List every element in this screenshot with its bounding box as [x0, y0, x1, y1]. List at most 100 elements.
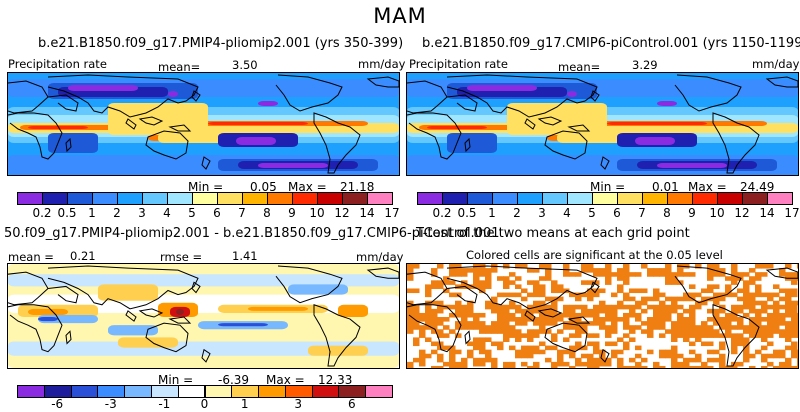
significant-cell [545, 308, 552, 314]
significant-cell [455, 304, 462, 310]
significant-cell [761, 317, 768, 322]
significant-cell [659, 317, 666, 322]
significant-cell [527, 268, 534, 273]
significant-cell [743, 349, 750, 355]
significant-cell [593, 317, 600, 322]
significant-cell [635, 317, 642, 322]
colorbar-tick-label: 8 [263, 206, 271, 220]
significant-cell [521, 361, 528, 367]
significant-cell [791, 333, 798, 338]
significant-cell [497, 341, 504, 347]
significant-cell [617, 304, 624, 310]
significant-cell [635, 300, 642, 306]
significant-cell [491, 304, 498, 310]
significant-cell [623, 325, 630, 330]
significant-cell [437, 304, 444, 310]
significant-cell [479, 357, 486, 363]
significant-cell [599, 288, 606, 294]
significant-cell [641, 296, 648, 302]
significant-cell [545, 304, 552, 310]
significant-cell [515, 329, 522, 334]
significant-cell [551, 365, 558, 368]
significant-cell [443, 280, 450, 285]
significant-cell [713, 317, 720, 322]
significant-cell [731, 345, 738, 351]
significant-cell [695, 292, 702, 298]
significant-cell [653, 292, 660, 298]
significant-cell [671, 304, 678, 310]
significant-cell [491, 308, 498, 314]
colorbar-tick-label: -3 [104, 397, 117, 411]
coastline [47, 94, 79, 112]
significant-cell [773, 325, 780, 330]
panel3-min-label: Min = [158, 373, 194, 387]
significant-cell [485, 349, 492, 355]
significant-cell [581, 308, 588, 314]
significant-cell [503, 321, 510, 326]
significant-cell [605, 276, 612, 281]
significant-cell [773, 353, 780, 359]
significant-cell [623, 280, 630, 285]
significant-cell [467, 312, 474, 318]
significant-cell [737, 337, 744, 342]
significant-cell [431, 312, 438, 318]
panel1-colorbar-ticks: 0.2 0.5 1 2 3 4 5 6 7 8 9 10 12 14 17 [17, 206, 399, 222]
significant-cell [437, 321, 444, 326]
significant-cell [533, 268, 540, 273]
significant-cell [569, 292, 576, 298]
panel3-title: 50.f09_g17.PMIP4-pliomip2.001 - b.e21.B1… [4, 226, 500, 241]
significant-cell [437, 300, 444, 306]
significant-cell [701, 300, 708, 306]
significant-cell [743, 292, 750, 298]
panel2-title: b.e21.B1850.f09_g17.CMIP6-piControl.001 … [422, 36, 800, 51]
significant-cell [413, 341, 420, 347]
coastline [201, 156, 211, 170]
significant-cell [539, 308, 546, 314]
significant-cell [509, 292, 516, 298]
panel4-title: T-test of the two means at each grid poi… [416, 226, 690, 241]
significant-cell [671, 296, 678, 302]
significant-cell [569, 353, 576, 359]
significant-cell [695, 329, 702, 334]
significant-cell [623, 333, 630, 338]
significant-cell [419, 325, 426, 330]
significant-cell [773, 304, 780, 310]
significant-cell [629, 288, 636, 294]
significant-cell [773, 312, 780, 318]
colorbar-tick-label: 3 [538, 206, 546, 220]
significant-cell [497, 321, 504, 326]
panel3-mean: 0.21 [70, 249, 96, 263]
significant-cell [461, 312, 468, 318]
significant-cell [491, 321, 498, 326]
significant-cell [623, 317, 630, 322]
significant-cell [659, 308, 666, 314]
significant-cell [473, 321, 480, 326]
significant-cell [527, 345, 534, 351]
colorbar-tick-label: 10 [709, 206, 725, 220]
significant-cell [677, 361, 684, 367]
significant-cell [425, 325, 432, 330]
significant-cell [545, 312, 552, 318]
significant-cell [509, 345, 516, 351]
significant-cell [701, 296, 708, 302]
significant-cell [473, 312, 480, 318]
significant-cell [635, 345, 642, 351]
significant-cell [617, 288, 624, 294]
significant-cell [749, 300, 756, 306]
field-patch [308, 345, 368, 356]
significant-cell [593, 268, 600, 273]
significant-cell [707, 341, 714, 347]
colorbar-tick-label: 0.2 [32, 206, 52, 220]
significant-cell [743, 341, 750, 347]
significant-cell [437, 308, 444, 314]
colorbar-tick-label: 3 [138, 206, 146, 220]
significant-cell [623, 296, 630, 302]
significant-cell [539, 284, 546, 289]
colorbar-swatch [92, 192, 118, 205]
significant-cell [755, 264, 762, 269]
significant-cell [443, 333, 450, 338]
significant-cell [629, 365, 636, 368]
significant-cell [539, 321, 546, 326]
significant-cell [497, 325, 504, 330]
significant-cell [743, 345, 750, 351]
